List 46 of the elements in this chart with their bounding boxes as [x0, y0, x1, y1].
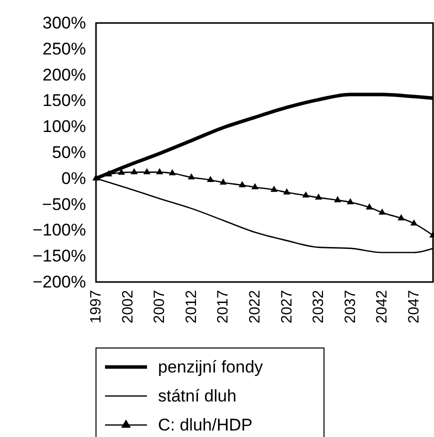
- point: [143, 168, 150, 174]
- x-tick-label: 2042: [374, 290, 391, 324]
- point: [398, 214, 405, 220]
- x-tick-label: 2012: [182, 290, 200, 324]
- x-tick-label: 2007: [151, 290, 168, 324]
- y-tick-label: 200%: [42, 65, 86, 84]
- point: [168, 169, 176, 176]
- point: [220, 178, 227, 185]
- x-tick-label: 2017: [214, 290, 232, 324]
- legend-label: státní dluh: [158, 386, 236, 406]
- point: [378, 208, 386, 215]
- point: [283, 188, 290, 194]
- x-tick-label: 2022: [246, 290, 264, 324]
- point: [251, 183, 259, 190]
- point: [156, 168, 164, 174]
- y-tick-label: 50%: [52, 143, 86, 162]
- y-tick-label: −100%: [32, 220, 86, 240]
- point: [346, 198, 354, 204]
- legend-label: C: dluh/HDP: [158, 416, 252, 434]
- y-tick-label: 0%: [61, 168, 86, 188]
- x-tick-label: 2037: [342, 290, 359, 324]
- point: [188, 173, 195, 180]
- y-tick-label: 250%: [42, 39, 86, 58]
- x-tick-label: 2032: [310, 290, 328, 324]
- point: [314, 193, 322, 200]
- y-tick-label: −150%: [32, 246, 86, 266]
- x-tick-label: 2047: [405, 290, 422, 324]
- x-tick-label: 1997: [88, 290, 104, 324]
- y-tick-label: 300%: [42, 14, 86, 32]
- point: [130, 168, 138, 174]
- point: [334, 196, 342, 202]
- point: [238, 181, 246, 188]
- x-tick-label: 2002: [119, 290, 136, 324]
- y-tick-label: 100%: [42, 117, 86, 136]
- legend-label: penzijní fondy: [158, 358, 264, 376]
- point: [206, 176, 214, 182]
- point: [270, 186, 278, 192]
- point: [105, 170, 112, 176]
- y-tick-label: −50%: [42, 194, 86, 214]
- point: [366, 203, 373, 210]
- y-tick-label: 150%: [42, 91, 86, 110]
- point: [118, 168, 125, 175]
- point: [410, 219, 418, 226]
- point: [302, 191, 310, 198]
- x-tick-label: 2027: [278, 290, 296, 324]
- y-tick-label: −200%: [32, 272, 86, 292]
